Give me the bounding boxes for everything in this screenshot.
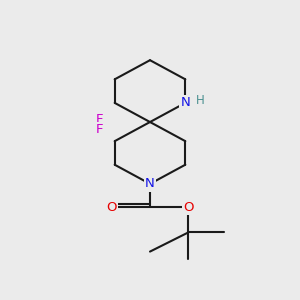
Text: N: N (181, 96, 190, 110)
Text: O: O (183, 201, 194, 214)
Text: N: N (145, 177, 155, 190)
Text: F: F (96, 123, 104, 136)
Text: F: F (96, 112, 104, 126)
Text: H: H (196, 94, 204, 107)
Text: O: O (106, 201, 117, 214)
